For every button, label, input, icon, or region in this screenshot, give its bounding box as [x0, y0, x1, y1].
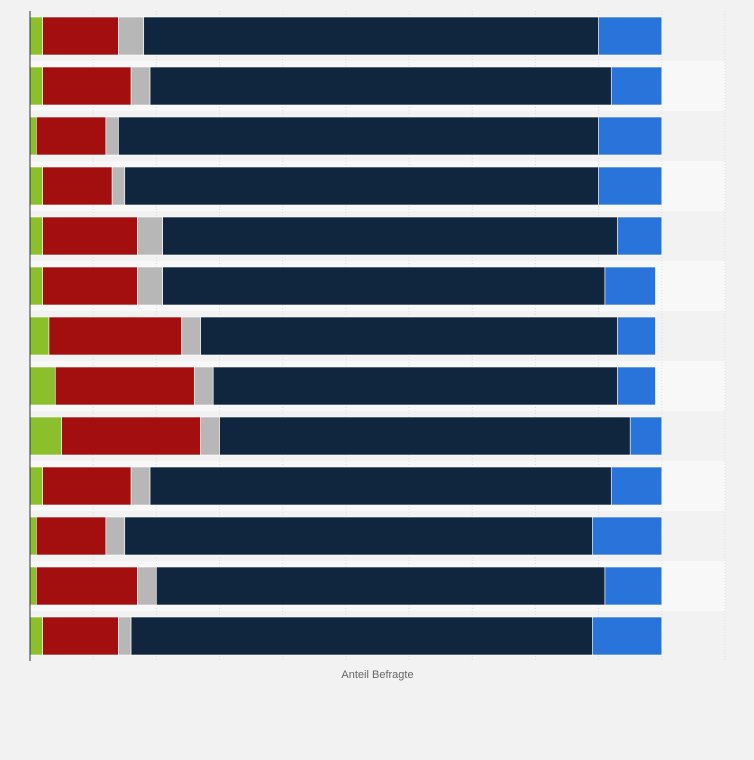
bar-segment: [156, 566, 606, 606]
bar-segment: [149, 66, 612, 106]
bar-segment: [29, 366, 56, 406]
stacked-bar-chart: Anteil Befragte: [29, 11, 726, 681]
bar-segment: [36, 566, 138, 606]
bar-segment: [200, 416, 220, 456]
bar-segment: [36, 116, 107, 156]
bar-segment: [592, 616, 663, 656]
bar-segment: [42, 16, 119, 56]
bar-segment: [36, 516, 107, 556]
bar-segment: [193, 366, 214, 406]
bar-segment: [130, 466, 151, 506]
bar-segment: [29, 16, 43, 56]
bar-segment: [604, 266, 656, 306]
bar-segment: [105, 516, 126, 556]
bar-segment: [118, 116, 599, 156]
bar-segment: [29, 116, 37, 156]
bar-segment: [162, 266, 606, 306]
bar-segment: [130, 66, 151, 106]
bar-segment: [118, 16, 145, 56]
bar-segment: [29, 566, 37, 606]
x-axis-label: Anteil Befragte: [341, 669, 414, 681]
bar-segment: [48, 316, 182, 356]
bar-segment: [54, 366, 195, 406]
bar-segment: [143, 16, 599, 56]
bar-segment: [617, 366, 656, 406]
bar-segment: [42, 616, 119, 656]
bar-segment: [29, 216, 43, 256]
bar-segment: [118, 616, 132, 656]
bar-segment: [105, 116, 119, 156]
bar-segment: [137, 266, 163, 306]
bar-segment: [604, 566, 663, 606]
bar-segment: [181, 316, 201, 356]
bar-segment: [111, 166, 126, 206]
bar-segment: [124, 516, 593, 556]
bar-segment: [29, 166, 43, 206]
bar-segment: [29, 516, 37, 556]
bar-segment: [598, 116, 663, 156]
bar-segment: [42, 216, 138, 256]
chart-canvas: [29, 11, 726, 661]
bar-segment: [598, 166, 663, 206]
bar-segment: [29, 416, 62, 456]
bar-segment: [42, 466, 132, 506]
bar-segment: [29, 316, 50, 356]
bar-segment: [137, 566, 157, 606]
bar-segment: [61, 416, 201, 456]
bar-segment: [124, 166, 599, 206]
bar-segment: [42, 66, 132, 106]
bar-segment: [42, 166, 113, 206]
bar-segment: [592, 516, 663, 556]
bar-segment: [598, 16, 663, 56]
bar-segment: [629, 416, 663, 456]
bar-segment: [42, 266, 138, 306]
bar-segment: [130, 616, 593, 656]
bar-segment: [29, 66, 43, 106]
bar-segment: [610, 466, 663, 506]
bar-segment: [610, 66, 663, 106]
bar-segment: [219, 416, 631, 456]
bar-segment: [149, 466, 612, 506]
bar-segment: [162, 216, 618, 256]
chart-footer-area: [0, 690, 754, 760]
bar-segment: [29, 266, 43, 306]
bar-segment: [617, 216, 663, 256]
bar-segment: [617, 316, 656, 356]
bar-segment: [29, 616, 43, 656]
bar-segment: [137, 216, 163, 256]
bar-segment: [29, 466, 43, 506]
bar-segment: [212, 366, 618, 406]
bar-segment: [200, 316, 618, 356]
